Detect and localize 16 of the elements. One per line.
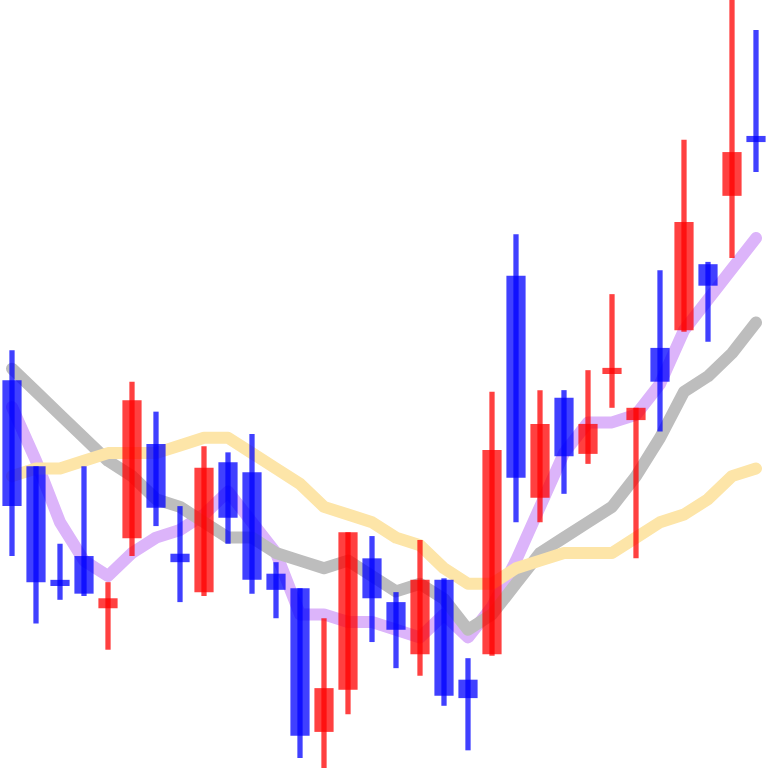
candlestick — [266, 559, 286, 621]
candlestick — [650, 267, 670, 435]
candlestick — [170, 503, 190, 605]
candlestick — [386, 589, 406, 671]
candlestick — [314, 615, 334, 768]
candlestick — [50, 541, 70, 603]
candlestick — [698, 259, 718, 345]
candlestick — [746, 27, 766, 175]
candlestick — [578, 367, 598, 467]
candlestick — [458, 655, 478, 753]
candlestick — [98, 579, 118, 653]
candlestick — [626, 405, 646, 561]
candlestick — [722, 0, 742, 261]
candlestick — [602, 291, 622, 411]
candlestick — [362, 533, 382, 645]
candlestick — [74, 463, 94, 599]
